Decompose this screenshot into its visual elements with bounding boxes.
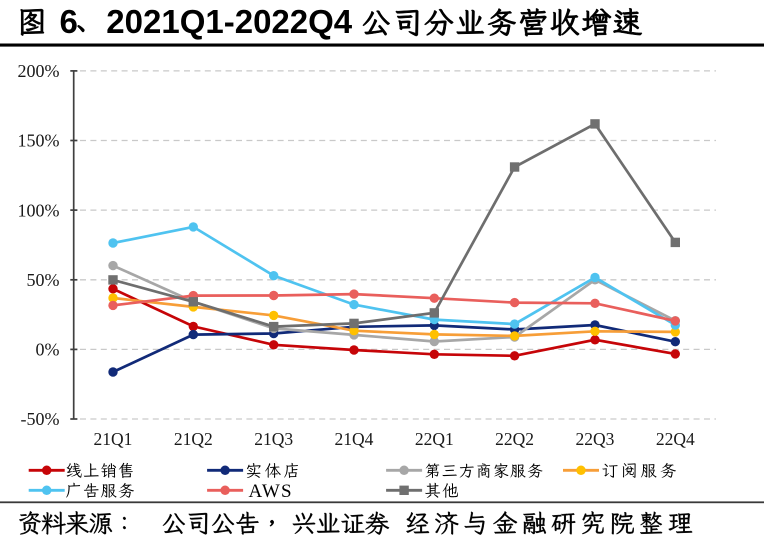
svg-text:2021Q1-2022Q4: 2021Q1-2022Q4 — [106, 3, 353, 40]
svg-text:6: 6 — [60, 3, 78, 40]
svg-text:AWS: AWS — [249, 481, 293, 502]
svg-text:22Q3: 22Q3 — [576, 429, 615, 449]
svg-text:21Q4: 21Q4 — [335, 429, 374, 449]
svg-text:21Q1: 21Q1 — [94, 429, 133, 449]
svg-text:200%: 200% — [18, 61, 60, 81]
svg-text:21Q3: 21Q3 — [254, 429, 293, 449]
svg-text:-50%: -50% — [21, 409, 60, 429]
svg-text:100%: 100% — [18, 200, 60, 220]
svg-text:150%: 150% — [18, 131, 60, 151]
svg-text:21Q2: 21Q2 — [174, 429, 213, 449]
svg-text:22Q4: 22Q4 — [656, 429, 695, 449]
svg-text:22Q1: 22Q1 — [415, 429, 454, 449]
svg-text:0%: 0% — [36, 340, 60, 360]
svg-text:22Q2: 22Q2 — [495, 429, 534, 449]
svg-text:50%: 50% — [27, 270, 60, 290]
